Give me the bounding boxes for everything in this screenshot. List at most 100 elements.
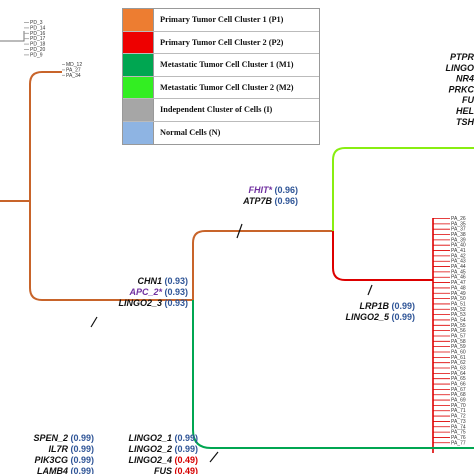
- gene-annotation-line: CHN1 (0.93): [137, 276, 188, 286]
- gene-annotation-line: PRKC: [448, 84, 474, 94]
- support-value: (0.93): [162, 298, 188, 308]
- leaf-label: PA_60: [451, 350, 466, 356]
- leaf-label: PA_70: [451, 403, 466, 409]
- legend-label: Normal Cells (N): [160, 127, 221, 137]
- gene-annotation-line: LINGO2_2 (0.99): [128, 444, 198, 454]
- legend-label: Metastatic Tumor Cell Cluster 1 (M1): [160, 60, 294, 69]
- leaf-label: PA_51: [451, 301, 466, 307]
- support-value: (0.99): [68, 433, 94, 443]
- legend-label: Primary Tumor Cell Cluster 1 (P1): [160, 15, 284, 24]
- gene-name: LINGO2_3: [118, 298, 162, 308]
- leaf-label: PD_17: [30, 36, 46, 42]
- leaf-label: PA_35: [451, 221, 466, 227]
- gene-name: CHN1: [137, 276, 162, 286]
- support-value: (0.99): [389, 312, 415, 322]
- leaf-label: PA_43: [451, 259, 466, 265]
- leaf-labels: PD_3PD_14PD_16PD_17PD_18PD_20PD_9MD_12PA…: [24, 20, 466, 446]
- md-branch: [29, 71, 62, 201]
- gene-name: LINGO2_5: [345, 312, 390, 322]
- legend-swatch: [123, 76, 154, 98]
- leaf-label: PA_57: [451, 333, 466, 339]
- gene-name: ATP7B: [242, 196, 272, 206]
- leaf-label: PA_62: [451, 360, 466, 366]
- gene-annotation-line: FHIT* (0.96): [248, 185, 298, 195]
- gene-name: LINGO2_2: [128, 444, 172, 454]
- gene-annotation-line: LINGO2_3 (0.93): [118, 298, 188, 308]
- leaf-label: PA_77: [451, 440, 466, 446]
- gene-name: LINGO2_4: [128, 455, 172, 465]
- legend-item: Primary Tumor Cell Cluster 1 (P1): [123, 9, 319, 32]
- support-value: (0.93): [162, 276, 188, 286]
- gene-name: HEL: [456, 106, 474, 116]
- leaf-label: PA_65: [451, 376, 466, 382]
- gene-name: FUS: [154, 466, 172, 474]
- leaf-label: PD_20: [30, 47, 46, 53]
- leaf-label: PA_52: [451, 307, 466, 313]
- leaf-label: PA_39: [451, 237, 466, 243]
- leaf-label: PA_75: [451, 430, 466, 436]
- support-value: (0.49): [172, 466, 198, 474]
- legend-item: Metastatic Tumor Cell Cluster 2 (M2): [123, 76, 319, 99]
- legend-swatch: [123, 121, 154, 144]
- legend-label: Primary Tumor Cell Cluster 2 (P2): [160, 37, 284, 47]
- leaf-label: PA_50: [451, 296, 466, 302]
- legend-swatch: [123, 9, 154, 31]
- gene-name: LRP1B: [359, 301, 389, 311]
- legend-item: Normal Cells (N): [123, 121, 319, 144]
- leaf-label: PA_37: [451, 227, 466, 233]
- annotation-tick: [236, 223, 243, 239]
- leaf-label: PD_14: [30, 25, 46, 31]
- gene-name: SPEN_2: [33, 433, 68, 443]
- leaf-label: PA_34: [66, 73, 81, 79]
- gene-name: TSH: [456, 117, 474, 127]
- m1-branch: [192, 300, 474, 449]
- leaf-label: PA_63: [451, 366, 466, 372]
- pd-branch: [0, 31, 25, 42]
- leaf-label: PA_53: [451, 312, 466, 318]
- leaf-label: PA_64: [451, 371, 466, 377]
- leaf-label: PA_73: [451, 419, 466, 425]
- tree-branches: [0, 31, 474, 463]
- gene-name: LAMB4: [37, 466, 68, 474]
- gene-name: APC_2*: [128, 287, 162, 297]
- gene-annotation-line: SPEN_2 (0.99): [33, 433, 94, 443]
- leaf-label: PA_42: [451, 253, 466, 259]
- gene-name: PIK3CG: [34, 455, 68, 465]
- p1-branch: [29, 201, 193, 301]
- leaf-label: PD_18: [30, 42, 46, 48]
- gene-name: PTPR: [450, 52, 474, 62]
- support-value: (0.99): [68, 444, 94, 454]
- leaf-label: PA_48: [451, 285, 466, 291]
- leaf-label: PA_76: [451, 435, 466, 441]
- gene-annotation-line: FUS (0.49): [154, 466, 198, 474]
- leaf-label: PA_61: [451, 355, 466, 361]
- legend-item: Metastatic Tumor Cell Cluster 1 (M1): [123, 54, 319, 77]
- support-value: (0.96): [272, 185, 298, 195]
- cluster-legend: Primary Tumor Cell Cluster 1 (P1) Primary…: [122, 8, 320, 145]
- leaf-label: PA_27: [66, 67, 81, 73]
- gene-name: LINGO2_1: [128, 433, 172, 443]
- legend-swatch: [123, 54, 154, 76]
- legend-item: Independent Cluster of Cells (I): [123, 99, 319, 122]
- gene-name: FU: [462, 95, 474, 105]
- leaf-label: PA_58: [451, 339, 466, 345]
- p2-branch: [332, 231, 433, 281]
- legend-swatch: [123, 99, 154, 121]
- leaf-label: PD_9: [30, 52, 43, 58]
- leaf-label: PA_55: [451, 323, 466, 329]
- leaf-label: PA_49: [451, 291, 466, 297]
- support-value: (0.99): [389, 301, 415, 311]
- legend-label: Metastatic Tumor Cell Cluster 2 (M2): [160, 82, 294, 92]
- gene-annotation-line: LINGO2_4 (0.49): [128, 455, 198, 465]
- support-value: (0.99): [68, 455, 94, 465]
- gene-annotation-line: LINGO2_1 (0.99): [128, 433, 198, 443]
- legend-item: Primary Tumor Cell Cluster 2 (P2): [123, 31, 319, 54]
- leaf-label: PA_59: [451, 344, 466, 350]
- leaf-label: PA_66: [451, 382, 466, 388]
- gene-annotation-line: PTPR: [450, 52, 474, 62]
- leaf-label: PA_71: [451, 408, 466, 414]
- leaf-label: PA_38: [451, 232, 466, 238]
- leaf-label: PA_41: [451, 248, 466, 254]
- gene-annotation-line: NR4: [456, 74, 474, 84]
